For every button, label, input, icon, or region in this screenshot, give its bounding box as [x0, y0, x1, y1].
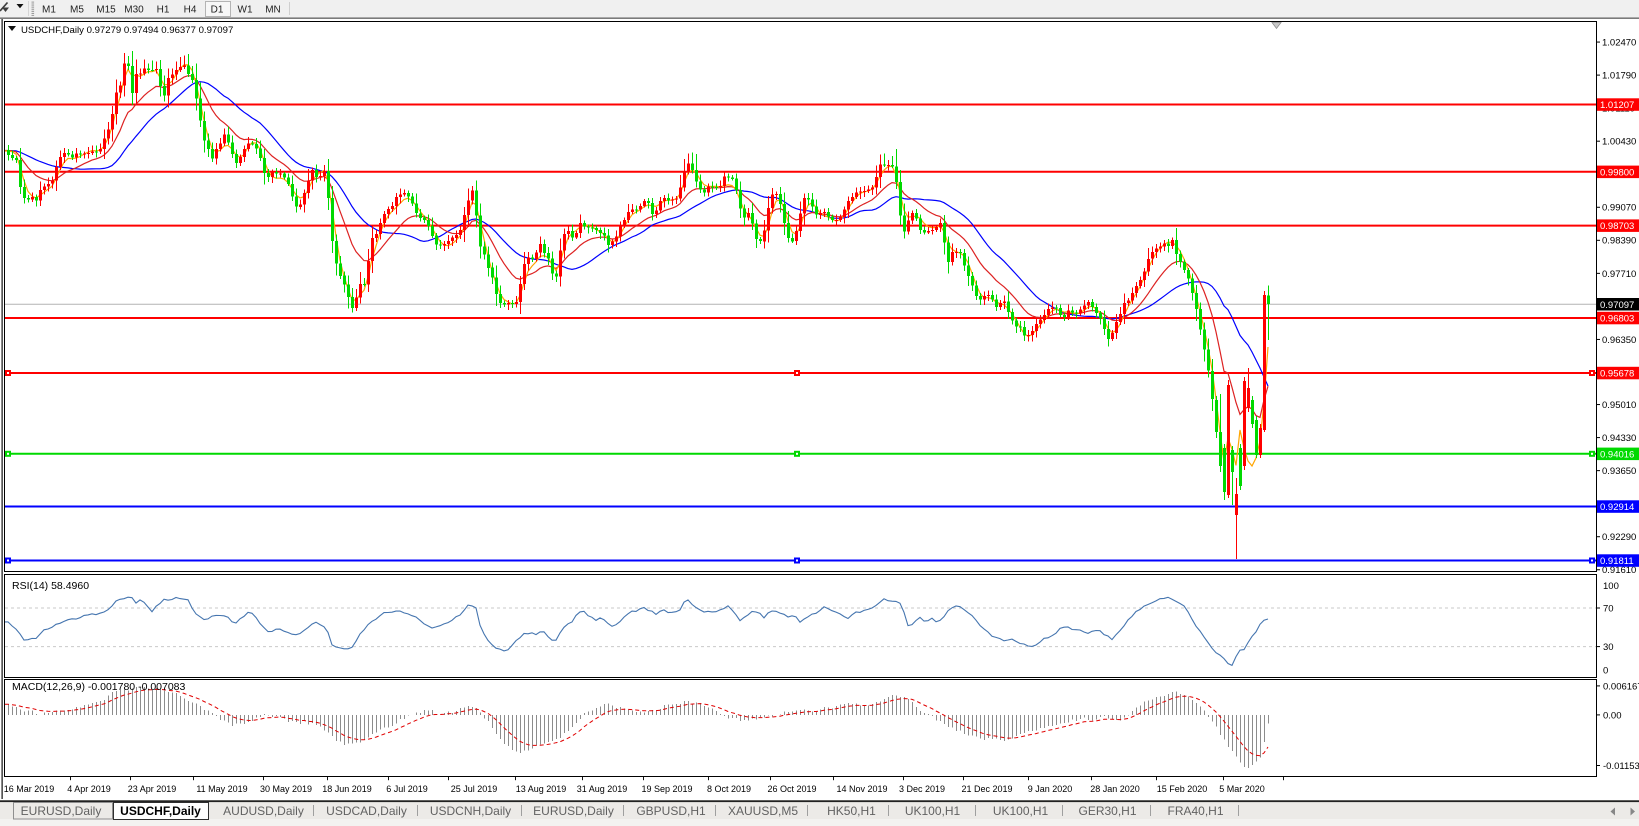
svg-text:1.00430: 1.00430 [1602, 137, 1636, 148]
svg-text:USDCHF,Daily: USDCHF,Daily [120, 804, 201, 818]
svg-text:25 Jul 2019: 25 Jul 2019 [451, 784, 498, 794]
svg-text:M15: M15 [96, 5, 116, 16]
svg-text:UK100,H1: UK100,H1 [993, 804, 1049, 818]
svg-text:RSI(14) 58.4960: RSI(14) 58.4960 [12, 580, 89, 592]
svg-text:FRA40,H1: FRA40,H1 [1167, 804, 1223, 818]
svg-text:4 Apr 2019: 4 Apr 2019 [67, 784, 111, 794]
svg-text:18 Jun 2019: 18 Jun 2019 [322, 784, 372, 794]
svg-text:0.98390: 0.98390 [1602, 236, 1636, 247]
svg-text:UK100,H1: UK100,H1 [905, 804, 961, 818]
svg-text:11 May 2019: 11 May 2019 [196, 784, 247, 794]
svg-text:HK50,H1: HK50,H1 [827, 804, 876, 818]
svg-text:AUDUSD,Daily: AUDUSD,Daily [223, 804, 304, 818]
svg-text:0.98703: 0.98703 [1600, 221, 1634, 232]
svg-text:30: 30 [1603, 642, 1614, 653]
svg-text:EURUSD,Daily: EURUSD,Daily [21, 804, 102, 818]
svg-text:15 Feb 2020: 15 Feb 2020 [1157, 784, 1208, 794]
svg-text:0.91610: 0.91610 [1602, 565, 1636, 576]
svg-text:0.00: 0.00 [1603, 710, 1622, 721]
svg-text:D1: D1 [211, 5, 224, 16]
svg-text:19 Sep 2019: 19 Sep 2019 [641, 784, 692, 794]
svg-text:6 Jul 2019: 6 Jul 2019 [386, 784, 428, 794]
svg-text:1.01790: 1.01790 [1602, 71, 1636, 82]
svg-text:0.94330: 0.94330 [1602, 433, 1636, 444]
svg-text:M30: M30 [124, 5, 144, 16]
svg-text:9 Jan 2020: 9 Jan 2020 [1028, 784, 1073, 794]
svg-text:0.97710: 0.97710 [1602, 269, 1636, 280]
svg-text:0.93650: 0.93650 [1602, 466, 1636, 477]
svg-text:0.006167: 0.006167 [1603, 681, 1639, 692]
svg-text:0.99800: 0.99800 [1600, 167, 1634, 178]
svg-text:3 Dec 2019: 3 Dec 2019 [899, 784, 945, 794]
svg-text:GBPUSD,H1: GBPUSD,H1 [636, 804, 706, 818]
svg-text:USDCAD,Daily: USDCAD,Daily [326, 804, 407, 818]
svg-text:0.94016: 0.94016 [1600, 449, 1634, 460]
svg-text:0.95678: 0.95678 [1600, 369, 1634, 380]
svg-text:30 May 2019: 30 May 2019 [260, 784, 312, 794]
svg-text:M1: M1 [42, 5, 56, 16]
svg-text:0.92290: 0.92290 [1602, 532, 1636, 543]
svg-text:100: 100 [1603, 581, 1619, 592]
svg-text:1.01207: 1.01207 [1600, 100, 1634, 111]
svg-text:14 Nov 2019: 14 Nov 2019 [836, 784, 887, 794]
svg-text:USDCHF,Daily 0.97279 0.97494: USDCHF,Daily 0.97279 0.97494 0.96377 0.9… [21, 25, 233, 36]
svg-text:MN: MN [265, 5, 281, 16]
svg-text:28 Jan 2020: 28 Jan 2020 [1090, 784, 1140, 794]
svg-text:0.92914: 0.92914 [1600, 502, 1634, 513]
svg-text:0.91811: 0.91811 [1600, 556, 1634, 567]
svg-text:EURUSD,Daily: EURUSD,Daily [533, 804, 614, 818]
svg-text:GER30,H1: GER30,H1 [1078, 804, 1136, 818]
svg-text:70: 70 [1603, 603, 1614, 614]
svg-text:0.96803: 0.96803 [1600, 314, 1634, 325]
svg-text:16 Mar 2019: 16 Mar 2019 [4, 784, 55, 794]
svg-text:0.95010: 0.95010 [1602, 400, 1636, 411]
svg-text:21 Dec 2019: 21 Dec 2019 [961, 784, 1012, 794]
svg-text:13 Aug 2019: 13 Aug 2019 [516, 784, 567, 794]
svg-text:26 Oct 2019: 26 Oct 2019 [767, 784, 816, 794]
svg-text:H4: H4 [184, 5, 197, 16]
svg-text:H1: H1 [157, 5, 170, 16]
svg-text:W1: W1 [238, 5, 253, 16]
svg-text:8 Oct 2019: 8 Oct 2019 [707, 784, 751, 794]
svg-text:23 Apr 2019: 23 Apr 2019 [128, 784, 177, 794]
svg-text:XAUUSD,M5: XAUUSD,M5 [728, 804, 798, 818]
svg-text:0.96350: 0.96350 [1602, 335, 1636, 346]
svg-text:USDCNH,Daily: USDCNH,Daily [430, 804, 511, 818]
svg-text:MACD(12,26,9) -0.001780 -0.007: MACD(12,26,9) -0.001780 -0.007083 [12, 681, 186, 693]
svg-text:0.99070: 0.99070 [1602, 203, 1636, 214]
svg-text:M5: M5 [70, 5, 84, 16]
svg-text:1.02470: 1.02470 [1602, 38, 1636, 49]
svg-text:0: 0 [1603, 665, 1608, 676]
svg-text:5 Mar 2020: 5 Mar 2020 [1219, 784, 1265, 794]
svg-text:31 Aug 2019: 31 Aug 2019 [577, 784, 628, 794]
svg-text:0.97097: 0.97097 [1600, 300, 1634, 311]
